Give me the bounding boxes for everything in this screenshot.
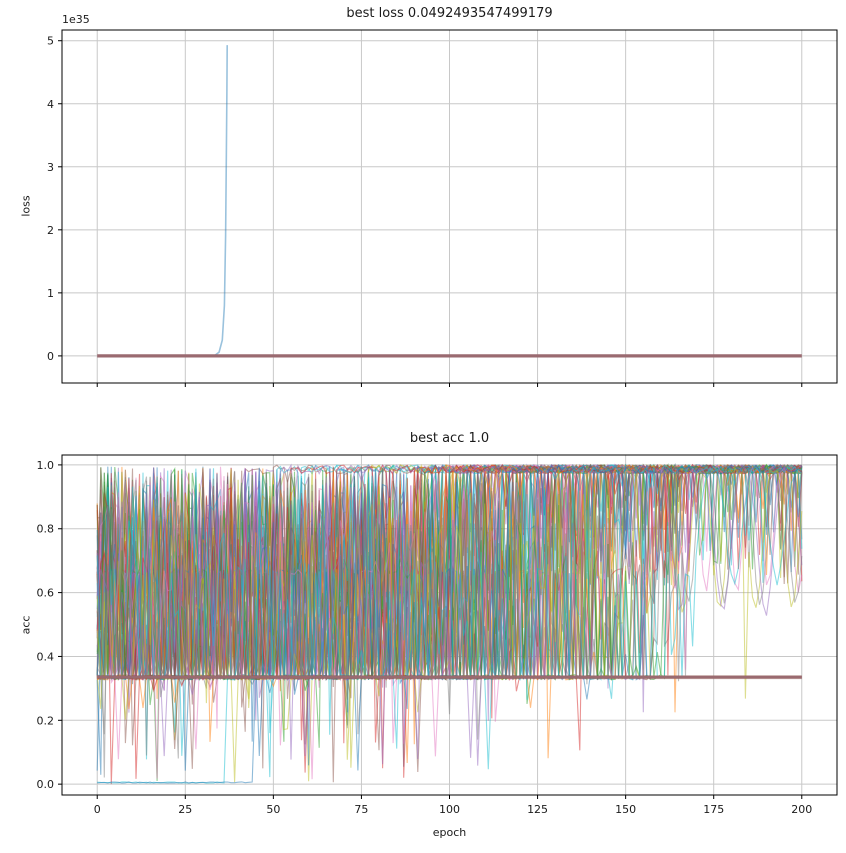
acc-x-tick-label: 0 [94,803,101,816]
loss-y-tick-label: 3 [47,161,54,174]
acc-x-tick-label: 75 [354,803,368,816]
acc-y-tick-label: 0.8 [37,523,55,536]
acc-x-tick-label: 150 [615,803,636,816]
loss-series [97,45,802,358]
acc-x-axis-label: epoch [432,826,467,839]
loss-grid [62,30,837,383]
acc-run-line [96,465,803,760]
loss-y-tick-label: 4 [47,98,54,111]
acc-y-tick-label: 1.0 [37,459,55,472]
acc-spines-and-ticks: 0 25 50 75 100 125 150 175 200 0.0 0.2 0.4 0.6 0.8 1.0 [37,454,838,816]
loss-spines-and-ticks: 0 1 2 3 4 5 [47,29,838,387]
loss-y-tick-label: 5 [47,35,54,48]
acc-x-tick-label: 125 [527,803,548,816]
acc-x-tick-label: 175 [703,803,724,816]
loss-y-tick-label: 0 [47,350,54,363]
acc-series [96,462,803,785]
acc-chart-title: best acc 1.0 [409,431,490,446]
loss-chart-title: best loss 0.0492493547499179 [346,6,553,21]
acc-y-tick-label: 0.6 [37,587,55,600]
acc-y-tick-label: 0.2 [37,714,55,727]
loss-y-tick-label: 1 [47,287,54,300]
acc-y-tick-label: 0.4 [37,650,55,663]
loss-axis-offset-label: 1e35 [62,13,90,26]
loss-y-tick-label: 2 [47,224,54,237]
acc-x-tick-label: 200 [791,803,812,816]
acc-x-tick-label: 100 [439,803,460,816]
acc-run-line [97,464,803,784]
acc-x-tick-label: 50 [266,803,280,816]
acc-x-tick-label: 25 [178,803,192,816]
acc-y-axis-label: acc [19,615,33,635]
acc-run-line [96,465,802,770]
loss-y-axis-label: loss [19,195,33,217]
acc-y-tick-label: 0.0 [37,778,55,791]
loss-diverged-run-line [213,45,228,357]
